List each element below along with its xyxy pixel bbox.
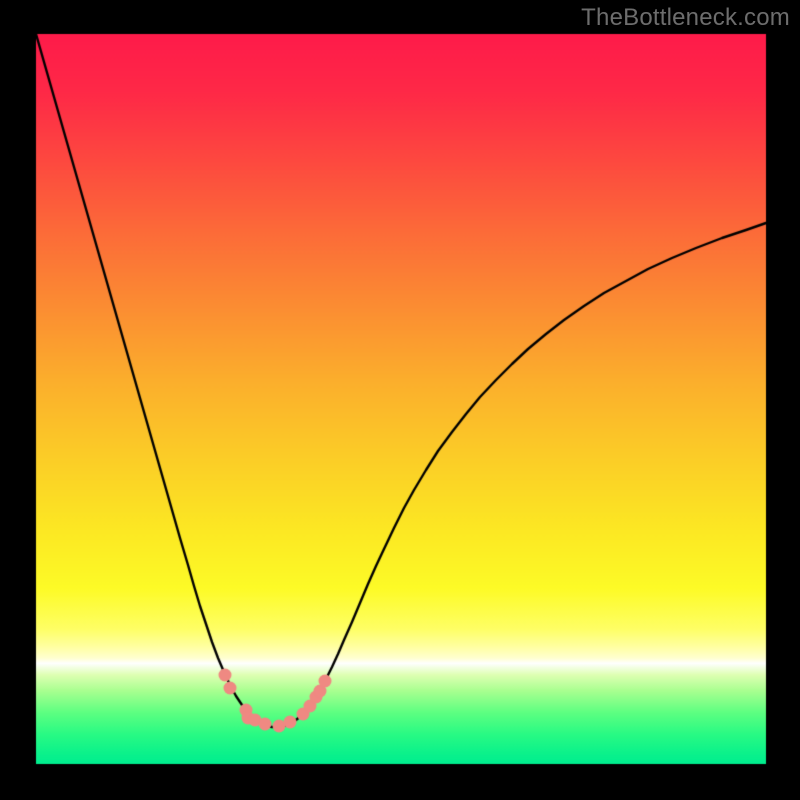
watermark-text: TheBottleneck.com [581,4,790,32]
bottleneck-chart: TheBottleneck.com [0,0,800,800]
chart-canvas [0,0,800,800]
